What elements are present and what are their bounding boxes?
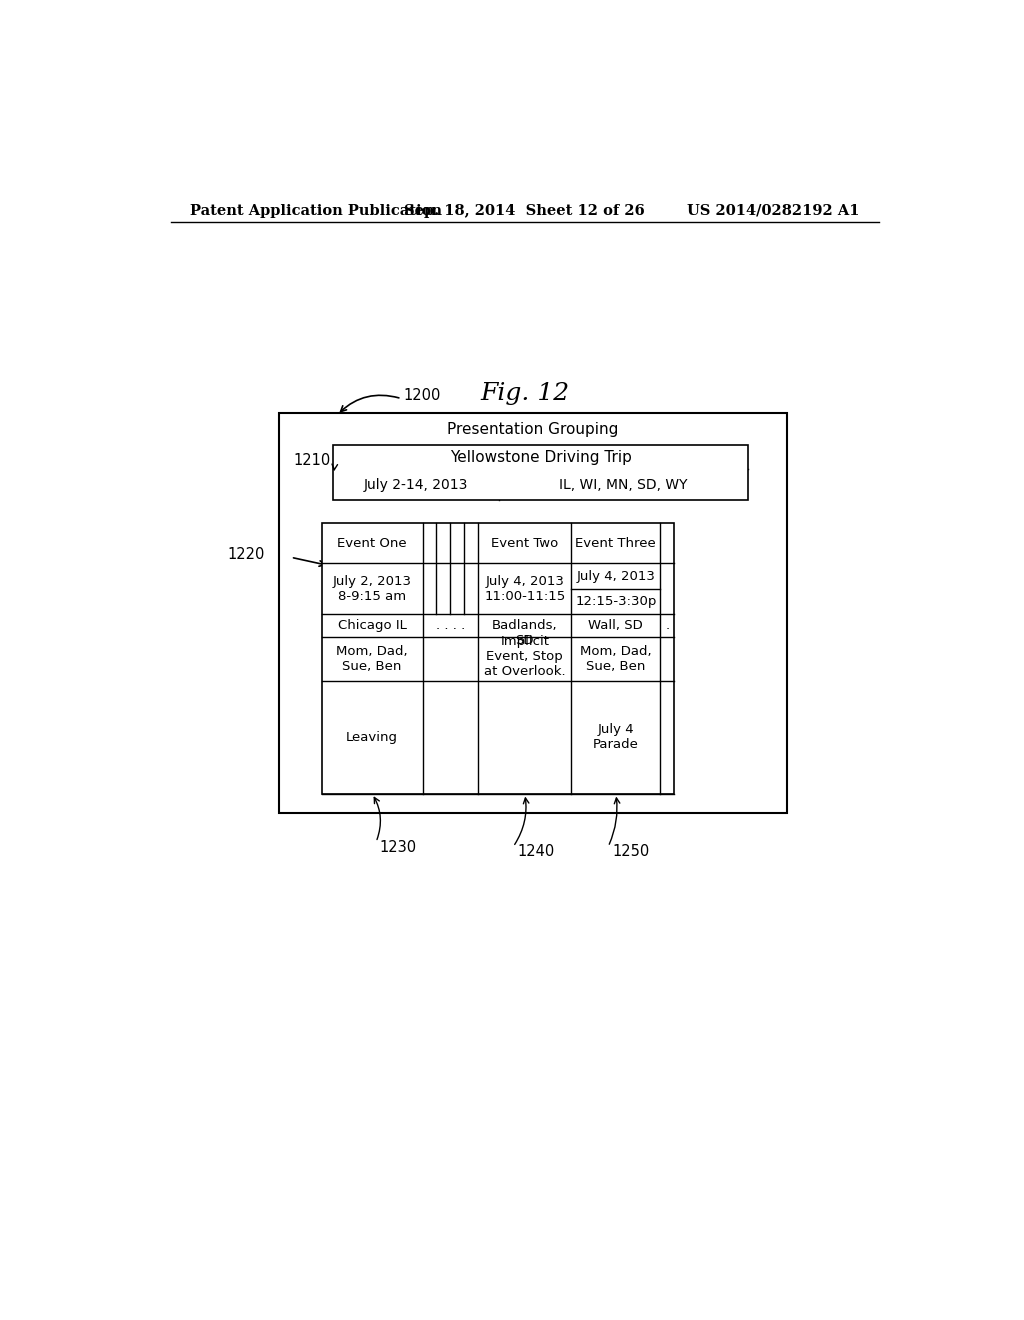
Text: Wall, SD: Wall, SD	[589, 619, 643, 632]
Text: Chicago IL: Chicago IL	[338, 619, 407, 632]
Bar	[334, 445, 748, 500]
Text: Patent Application Publication: Patent Application Publication	[190, 203, 442, 218]
Text: July 4
Parade: July 4 Parade	[593, 723, 639, 751]
Text: 1240: 1240	[517, 843, 554, 859]
Text: .: .	[666, 619, 670, 632]
Text: Event Two: Event Two	[492, 537, 558, 550]
Text: Leaving: Leaving	[346, 731, 398, 744]
Text: 1210: 1210	[293, 453, 331, 467]
Text: July 2, 2013
8-9:15 am: July 2, 2013 8-9:15 am	[333, 574, 412, 603]
Text: Mom, Dad,
Sue, Ben: Mom, Dad, Sue, Ben	[336, 645, 408, 673]
Text: Fig. 12: Fig. 12	[480, 381, 569, 405]
Text: Implicit
Event, Stop
at Overlook.: Implicit Event, Stop at Overlook.	[484, 635, 565, 678]
Text: 12:15-3:30p: 12:15-3:30p	[575, 595, 656, 609]
Text: 1230: 1230	[380, 840, 417, 855]
Text: July 2-14, 2013: July 2-14, 2013	[365, 478, 469, 492]
Text: Event Three: Event Three	[575, 537, 656, 550]
Text: July 4, 2013
11:00-11:15: July 4, 2013 11:00-11:15	[484, 574, 565, 603]
Text: Presentation Grouping: Presentation Grouping	[447, 422, 618, 437]
Text: July 4, 2013: July 4, 2013	[577, 570, 655, 582]
Text: Badlands,
SD: Badlands, SD	[492, 619, 558, 648]
Bar	[280, 412, 786, 813]
Text: IL, WI, MN, SD, WY: IL, WI, MN, SD, WY	[559, 478, 688, 492]
Bar	[322, 524, 675, 793]
Text: Mom, Dad,
Sue, Ben: Mom, Dad, Sue, Ben	[580, 645, 651, 673]
Text: Sep. 18, 2014  Sheet 12 of 26: Sep. 18, 2014 Sheet 12 of 26	[404, 203, 645, 218]
Text: 1200: 1200	[403, 388, 440, 403]
Text: . . . .: . . . .	[436, 619, 465, 632]
Text: 1220: 1220	[227, 546, 265, 562]
Text: 1250: 1250	[612, 843, 649, 859]
Text: Event One: Event One	[337, 537, 407, 550]
Text: US 2014/0282192 A1: US 2014/0282192 A1	[687, 203, 859, 218]
Text: Yellowstone Driving Trip: Yellowstone Driving Trip	[450, 450, 632, 465]
